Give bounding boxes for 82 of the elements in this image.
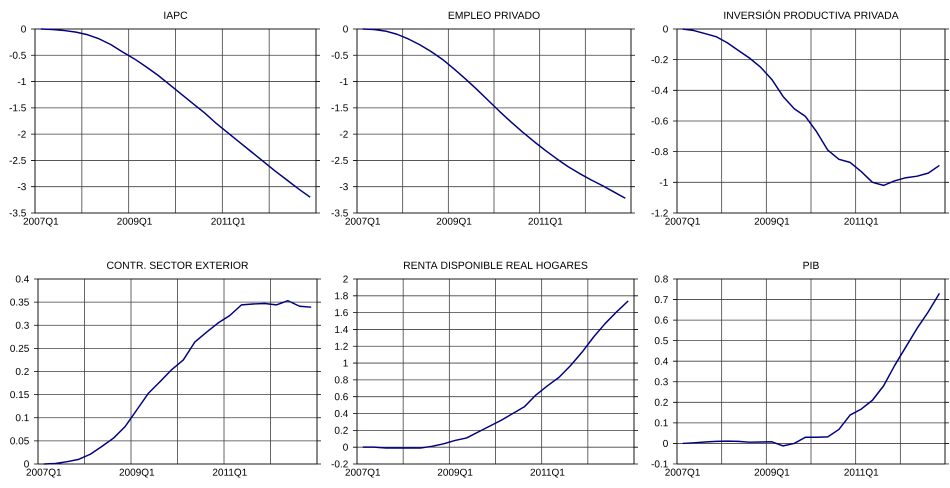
y-tick-label: -2.5 [10,156,26,164]
chart-title: CONTR. SECTOR EXTERIOR [107,262,248,269]
y-tick-label: -1.5 [10,104,26,112]
y-tick-label: 0.3 [16,322,29,329]
x-tick-label: 2007Q1 [345,468,380,478]
y-tick-label: -0.6 [652,117,668,125]
y-tick-label: 0.6 [334,393,348,400]
y-tick-label: -1 [660,178,668,186]
y-tick-label: 0.7 [654,296,668,304]
y-tick-label: -2.5 [332,156,348,164]
y-tick-label: 0.1 [654,419,668,426]
x-tick-label: 2011Q1 [212,468,247,478]
y-tick-label: -3 [18,183,26,190]
y-tick-label: -3.5 [10,209,26,217]
y-tick-label: -0.5 [10,52,26,59]
y-tick-label: 0.4 [334,410,348,418]
x-tick-label: 2009Q1 [754,218,790,227]
y-tick-label: 0.1 [16,414,29,422]
x-tick-label: 2009Q1 [438,468,472,478]
x-tick-label: 2007Q1 [665,468,700,478]
y-tick-label: 0.25 [10,344,29,352]
x-tick-label: 2007Q1 [24,218,58,227]
y-tick-label: 2 [343,275,348,282]
line-series [682,28,940,186]
line-series [43,300,312,465]
x-tick-label: 2011Q1 [844,218,878,227]
y-tick-label: -1 [340,78,348,85]
chart-title: PIB [803,262,819,269]
y-tick-label: 0.3 [654,378,668,386]
y-tick-label: 1.4 [335,326,348,333]
y-tick-label: 0.2 [16,368,29,376]
x-tick-label: 2009Q1 [117,218,152,227]
y-tick-label: 1.8 [335,292,348,300]
y-tick-label: -0.2 [652,56,668,64]
y-tick-label: 0 [663,440,668,447]
y-tick-label: 0.05 [10,437,29,444]
y-tick-label: 0.35 [10,298,29,306]
y-tick-label: -2 [18,130,26,138]
y-tick-label: -1.2 [652,209,668,216]
line-series [362,28,626,199]
chart-title: IAPC [164,12,188,19]
y-tick-label: 0.6 [654,316,668,324]
y-tick-label: -0.8 [652,148,668,156]
y-tick-label: 0.8 [334,376,348,384]
x-tick-label: 2011Q1 [211,218,246,227]
x-tick-label: 2007Q1 [345,218,380,227]
y-tick-label: -0.4 [652,86,668,94]
chart-title: INVERSIÓN PRODUCTIVA PRIVADA [724,10,899,19]
y-tick-label: 1 [343,360,348,367]
y-tick-label: -1.5 [332,104,348,112]
x-tick-label: 2007Q1 [26,468,62,478]
y-tick-label: 1.6 [335,309,348,316]
y-tick-label: -3 [340,183,348,190]
x-tick-label: 2011Q1 [530,468,564,478]
chart-title: EMPLEO PRIVADO [448,12,540,19]
y-tick-label: 0 [21,25,26,33]
y-tick-label: 0.2 [654,398,668,406]
chart-title: RENTA DISPONIBLE REAL HOGARES [404,262,588,269]
x-tick-label: 2009Q1 [436,218,472,227]
x-tick-label: 2007Q1 [665,218,700,227]
y-tick-label: -1 [18,78,26,85]
y-tick-label: -0.2 [332,460,348,468]
y-tick-label: 0.5 [654,337,668,344]
x-tick-label: 2009Q1 [754,468,790,478]
y-tick-label: 0 [663,25,668,33]
x-tick-label: 2011Q1 [844,468,878,478]
x-tick-label: 2011Q1 [528,218,562,227]
y-tick-label: 0.8 [654,275,668,283]
y-tick-label: 0.2 [334,426,348,434]
y-tick-label: 0.15 [10,391,29,398]
y-tick-label: -0.1 [652,460,668,468]
x-tick-label: 2009Q1 [120,468,154,478]
y-tick-label: -3.5 [332,209,348,217]
y-tick-label: 0 [343,444,348,451]
y-tick-label: -0.5 [332,52,348,59]
y-tick-label: 1.2 [335,342,348,350]
y-tick-label: -2 [340,130,348,138]
y-tick-label: 0 [24,460,29,468]
y-tick-label: 0.4 [16,275,30,283]
line-series [682,292,940,447]
y-tick-label: 0 [343,25,348,33]
y-tick-label: 0.4 [654,358,668,365]
